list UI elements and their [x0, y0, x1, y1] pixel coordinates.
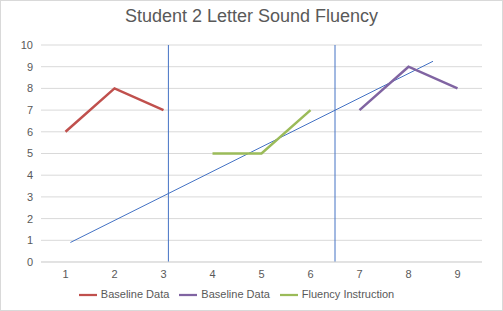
svg-text:4: 4 [209, 268, 215, 280]
svg-text:9: 9 [27, 61, 33, 73]
svg-text:8: 8 [405, 268, 411, 280]
svg-text:2: 2 [27, 213, 33, 225]
svg-text:10: 10 [21, 39, 33, 51]
html-text:Baseline Data: Baseline Data [201, 287, 270, 300]
svg-text:0: 0 [27, 256, 33, 268]
svg-text:7: 7 [356, 268, 362, 280]
html-text:Fluency Instruction: Fluency Instruction [301, 287, 395, 300]
svg-text:2: 2 [111, 268, 117, 280]
svg-text:6: 6 [27, 126, 33, 138]
svg-text:1: 1 [27, 234, 33, 246]
html-text:Baseline Data: Baseline Data [100, 287, 170, 300]
svg-text:9: 9 [454, 268, 460, 280]
svg-text:5: 5 [258, 268, 264, 280]
svg-text:4: 4 [27, 169, 33, 181]
svg-text:5: 5 [27, 147, 33, 159]
svg-text:6: 6 [307, 268, 313, 280]
html-text:Student 2 Letter Sound Fluency: Student 2 Letter Sound Fluency [124, 6, 379, 26]
svg-text:3: 3 [27, 191, 33, 203]
svg-text:1: 1 [62, 268, 68, 280]
svg-text:7: 7 [27, 104, 33, 116]
svg-text:3: 3 [160, 268, 166, 280]
svg-text:8: 8 [27, 82, 33, 94]
